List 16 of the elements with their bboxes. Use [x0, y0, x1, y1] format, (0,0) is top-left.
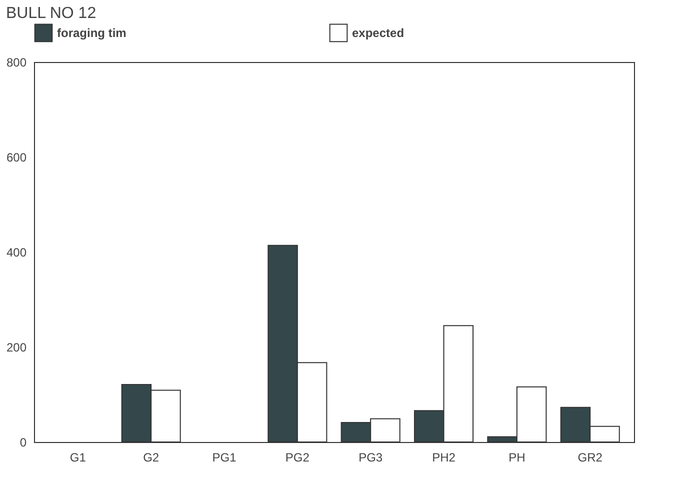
- y-tick-label: 800: [6, 56, 27, 70]
- y-tick-label: 600: [6, 150, 27, 164]
- chart-title: BULL NO 12: [6, 5, 96, 22]
- x-tick-label: G2: [143, 450, 160, 464]
- x-tick-label: PG1: [212, 450, 237, 464]
- y-tick-label: 400: [6, 246, 27, 260]
- x-tick-label: G1: [70, 450, 86, 464]
- x-tick-label: PH: [508, 450, 526, 464]
- x-tick-label: PH2: [432, 450, 456, 464]
- x-tick-label: PG3: [358, 450, 383, 464]
- legend-label: expected: [352, 26, 404, 40]
- x-tick-label: GR2: [578, 450, 603, 464]
- y-tick-label: 200: [6, 340, 27, 354]
- x-tick-label: PG2: [285, 450, 310, 464]
- y-tick-label: 0: [20, 436, 27, 450]
- legend-label: foraging tim: [57, 26, 126, 40]
